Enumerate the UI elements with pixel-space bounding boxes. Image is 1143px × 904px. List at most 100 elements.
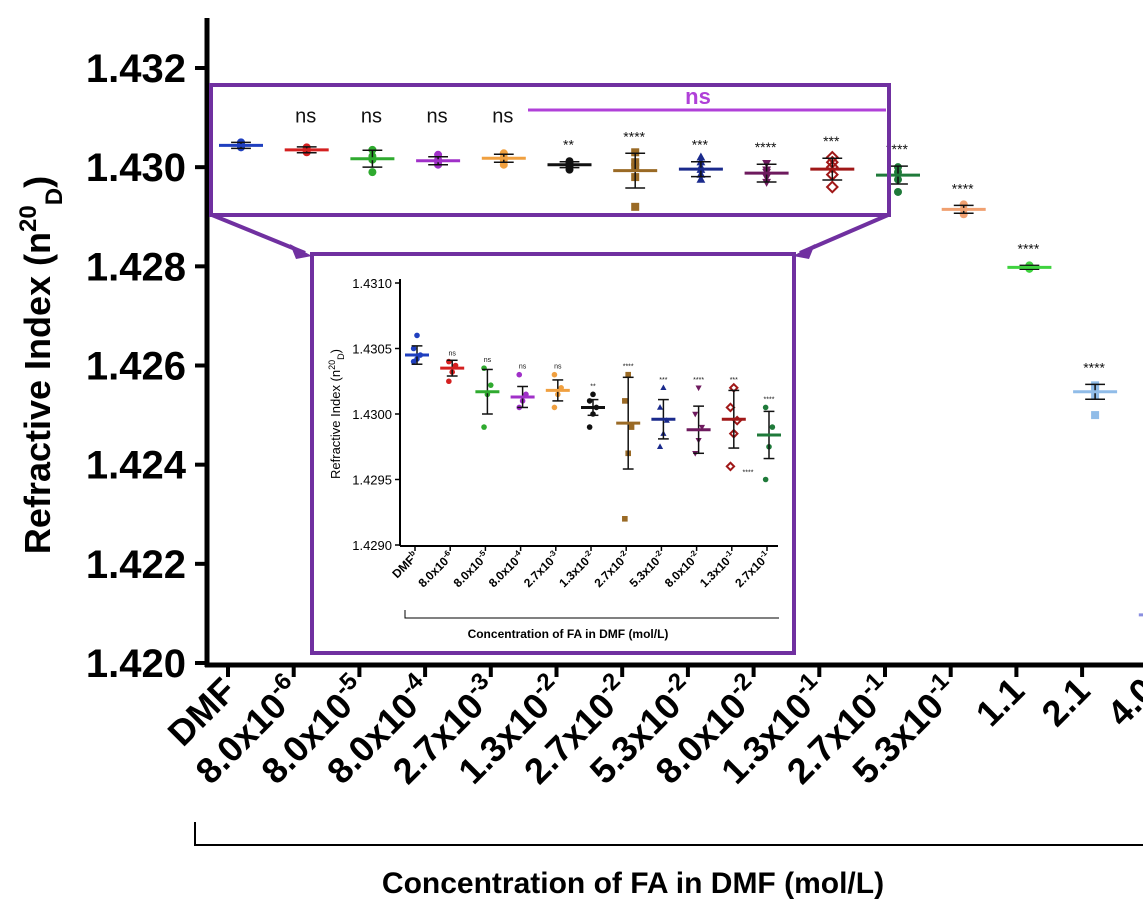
zoom-connector-left (211, 213, 306, 255)
data-group-11 (941, 200, 986, 219)
inset-significance-label: *** (659, 377, 667, 384)
data-point (590, 391, 596, 398)
zoom-connector-right (799, 213, 889, 255)
inset-y-tick-label: 1.4290 (352, 538, 392, 553)
inset-significance-label: *** (730, 377, 738, 384)
data-group-7 (678, 152, 723, 183)
data-point (551, 371, 558, 378)
data-group-2 (475, 365, 500, 430)
zoom-region-box (209, 83, 891, 217)
data-group-8 (744, 160, 789, 187)
data-point (499, 149, 508, 158)
data-point (628, 424, 635, 430)
inset-significance-label: ns (484, 357, 492, 364)
data-group-10 (876, 163, 920, 196)
x-tick-label: 4.0 (1099, 670, 1143, 734)
data-group-3 (510, 371, 535, 411)
significance-label: *** (823, 133, 840, 149)
y-tick-label: 1.420 (86, 642, 186, 686)
data-group-10 (757, 404, 781, 483)
data-point (586, 424, 593, 430)
data-group-1 (284, 143, 329, 157)
inset-significance-label: **** (693, 377, 704, 384)
zoom-arrowhead-left (290, 244, 312, 259)
significance-label: ns (427, 105, 448, 127)
data-point (762, 178, 771, 187)
x-tick-label: 1.1 (968, 670, 1032, 734)
data-point (631, 148, 640, 157)
y-tick-label: 1.422 (86, 543, 186, 587)
inset-significance-label: ns (448, 351, 456, 358)
inset-x-group-bracket (404, 610, 779, 619)
data-group-4 (481, 149, 526, 169)
inset-x-axis-title: Concentration of FA in DMF (mol/L) (468, 627, 669, 641)
data-group-3 (416, 150, 461, 169)
inset-y-tick-label: 1.4310 (352, 276, 392, 291)
inset-significance-label: ns (519, 364, 527, 371)
y-tick-label: 1.424 (86, 444, 187, 488)
data-point (762, 476, 769, 483)
data-point (631, 202, 640, 211)
inset-significance-label: ** (590, 383, 596, 390)
data-group-9 (721, 382, 746, 472)
significance-label: ns (492, 105, 513, 127)
data-point (695, 385, 702, 392)
significance-label: ** (563, 137, 574, 153)
data-point (516, 371, 523, 378)
data-point (487, 382, 494, 388)
data-group-5 (581, 391, 605, 430)
data-group-9 (810, 150, 855, 194)
data-point (696, 174, 706, 183)
ns-bracket-label: ns (685, 84, 711, 109)
data-group-6 (613, 148, 658, 211)
data-point (622, 398, 628, 404)
zoom-arrowhead-right (793, 244, 815, 259)
data-group-0 (405, 332, 429, 365)
significance-label: **** (886, 141, 908, 157)
data-group-2 (350, 145, 395, 177)
data-point (656, 443, 664, 449)
inset-significance-label: **** (764, 396, 775, 403)
data-point (825, 180, 839, 194)
inset-significance-label: ns (554, 364, 562, 371)
data-point (762, 404, 769, 411)
data-group-7 (651, 384, 676, 449)
data-point (725, 402, 736, 413)
data-point (698, 424, 706, 431)
significance-label: *** (692, 137, 709, 153)
significance-label: **** (952, 180, 974, 196)
inset-extra-significance-label: **** (743, 469, 754, 476)
data-group-6 (616, 371, 641, 522)
data-point (692, 411, 699, 418)
significance-label: **** (1018, 240, 1040, 256)
data-point (414, 332, 420, 339)
significance-label: ns (361, 105, 382, 127)
data-point (725, 461, 736, 472)
data-group-14 (1138, 613, 1143, 617)
significance-label: ns (295, 105, 316, 127)
data-point (446, 378, 452, 385)
significance-label: **** (1083, 359, 1105, 375)
significance-label: **** (623, 128, 645, 144)
data-group-0 (219, 138, 263, 152)
data-point (660, 384, 667, 391)
zoom-annotations: ns (209, 83, 891, 655)
data-point (481, 424, 487, 430)
inset-y-tick-label: 1.4305 (352, 342, 392, 357)
y-tick-label: 1.426 (86, 345, 186, 389)
inset-frame (310, 252, 796, 655)
data-group-13 (1073, 381, 1118, 420)
inset-significance-label: **** (623, 364, 634, 371)
data-group-8 (686, 385, 711, 457)
y-tick-label: 1.430 (86, 146, 186, 190)
inset-y-axis-title: Refractive Index (n20D) (327, 349, 346, 479)
data-point (959, 200, 968, 209)
data-point (551, 404, 558, 411)
y-tick-label: 1.428 (86, 245, 186, 289)
y-tick-label: 1.432 (86, 47, 186, 91)
x-group-bracket (194, 822, 1143, 846)
data-point (410, 345, 417, 352)
inset-y-tick-label: 1.4295 (352, 473, 392, 488)
data-group-12 (1007, 261, 1052, 273)
data-point (696, 152, 706, 161)
